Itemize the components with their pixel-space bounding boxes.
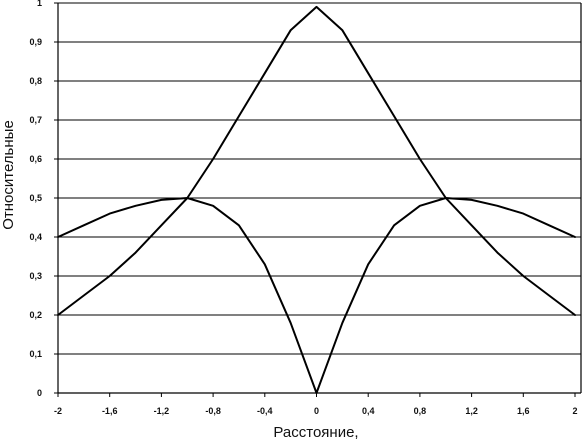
x-tick-label: 0,8 (414, 406, 427, 416)
y-tick-label: 0,9 (29, 37, 42, 47)
x-tick-labels: -2 -1,6 -1,2 -0,8 -0,4 0 0,4 0,8 1,2 1,6 2 (54, 393, 578, 416)
y-tick-label: 0,8 (29, 76, 42, 86)
x-tick-label: -2 (54, 406, 62, 416)
x-axis-title: Расстояние, (273, 424, 358, 440)
y-tick-label: 0,4 (29, 232, 42, 242)
series-line-1 (57, 5, 576, 316)
series-lines (57, 5, 576, 394)
series-line-2 (57, 197, 576, 394)
x-tick-label: -1,2 (154, 406, 170, 416)
y-tick-label: 0,2 (29, 310, 42, 320)
y-tick-label: 0,3 (29, 271, 42, 281)
y-tick-labels: 0 0,1 0,2 0,3 0,4 0,5 0,6 0,7 0,8 0,9 1 (29, 0, 58, 398)
x-tick-label: 2 (572, 406, 577, 416)
y-tick-label: 0 (37, 388, 42, 398)
grid-lines (58, 2, 581, 355)
y-axis-title: Относительные (0, 120, 17, 230)
y-tick-label: 0,5 (29, 193, 42, 203)
x-tick-label: 0 (314, 406, 319, 416)
x-tick-label: 1,6 (517, 406, 530, 416)
x-tick-label: 1,2 (465, 406, 478, 416)
y-tick-label: 0,1 (29, 349, 42, 359)
x-tick-label: -1,6 (102, 406, 118, 416)
y-tick-label: 0,7 (29, 115, 42, 125)
x-tick-label: 0,4 (362, 406, 375, 416)
x-tick-label: -0,4 (257, 406, 273, 416)
x-tick-label: -0,8 (205, 406, 221, 416)
y-tick-label: 0,6 (29, 154, 42, 164)
y-tick-label: 1 (37, 0, 42, 8)
